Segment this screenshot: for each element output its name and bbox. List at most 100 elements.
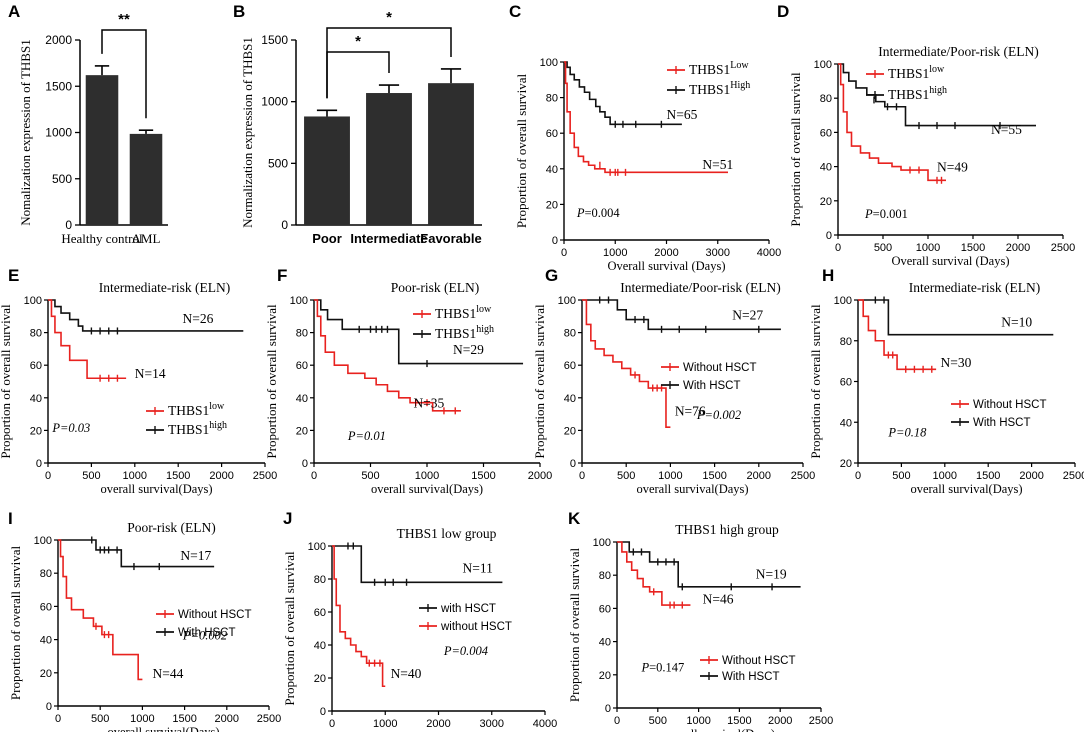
legend-label: with HSCT — [440, 603, 496, 615]
y-tick-label: 100 — [290, 295, 308, 307]
y-tick-label: 80 — [296, 328, 308, 340]
y-tick-label: 80 — [564, 328, 576, 340]
legend-label-base: With HSCT — [973, 417, 1031, 429]
n-count-label: N=76 — [675, 404, 706, 419]
p-value-number: =0.004 — [451, 644, 488, 658]
y-tick-label: 100 — [593, 537, 611, 549]
p-value-symbol: P — [696, 408, 705, 422]
legend-label: THBS1high — [888, 85, 947, 102]
panel-letter: B — [233, 2, 245, 21]
y-tick-label: 60 — [40, 601, 52, 613]
legend-label: THBS1low — [168, 401, 225, 418]
x-tick-label: 1500 — [727, 715, 751, 727]
y-tick-label: 500 — [52, 172, 72, 186]
p-value: P=0.004 — [443, 644, 488, 658]
y-axis-label: Normalization expression of THBS1 — [240, 37, 255, 228]
x-axis-label: overall survival(Days) — [663, 727, 775, 732]
survival-curve-black — [332, 545, 503, 584]
legend-label: With HSCT — [178, 627, 236, 639]
x-tick-label: 500 — [361, 470, 379, 482]
survival-curve-black — [48, 299, 244, 332]
n-count-label: N=29 — [453, 342, 484, 357]
p-value-number: =0.004 — [584, 206, 620, 220]
x-tick-label: 2500 — [257, 713, 281, 725]
y-tick-label: 1000 — [261, 95, 288, 109]
legend-label: Without HSCT — [722, 655, 796, 667]
panel-title: THBS1 low group — [397, 526, 497, 541]
y-tick-label: 40 — [546, 164, 558, 176]
y-tick-label: 80 — [30, 328, 42, 340]
x-tick-label: 0 — [311, 470, 317, 482]
y-tick-label: 100 — [834, 295, 852, 307]
x-category-label: Intermediate — [350, 231, 427, 246]
y-tick-label: 20 — [840, 458, 852, 470]
bar — [366, 93, 412, 226]
x-tick-label: 500 — [892, 470, 910, 482]
x-axis-label: overall survival(Days) — [636, 482, 748, 496]
legend-label: Without HSCT — [683, 362, 757, 374]
x-tick-label: 1500 — [976, 470, 1000, 482]
significance-stars: * — [355, 33, 361, 50]
x-axis-label: overall survival(Days) — [371, 482, 483, 496]
y-tick-label: 40 — [599, 637, 611, 649]
legend-label: With HSCT — [722, 671, 780, 683]
legend-label-base: with HSCT — [440, 603, 496, 615]
x-tick-label: 2000 — [528, 470, 552, 482]
p-value: P=0.147 — [640, 660, 684, 674]
x-tick-label: 2000 — [1019, 470, 1043, 482]
y-tick-label: 100 — [540, 57, 558, 69]
survival-curve-red — [48, 299, 127, 380]
y-tick-label: 60 — [30, 360, 42, 372]
x-axis-label: Overall survival (Days) — [607, 259, 725, 273]
x-tick-label: 1000 — [373, 718, 397, 730]
p-value-symbol: P — [443, 644, 452, 658]
y-tick-label: 1500 — [45, 79, 72, 93]
n-count-label: N=46 — [703, 591, 734, 606]
legend-label-sup: Low — [730, 60, 749, 71]
x-tick-label: 1000 — [603, 247, 627, 259]
y-tick-label: 0 — [46, 701, 52, 713]
x-tick-label: 2500 — [809, 715, 833, 727]
x-tick-label: 4000 — [757, 247, 781, 259]
legend-label-base: Without HSCT — [973, 399, 1047, 411]
y-tick-label: 1500 — [261, 33, 288, 47]
p-value: P=0.001 — [864, 207, 908, 221]
legend-label-base: With HSCT — [683, 380, 741, 392]
n-count-label: N=35 — [413, 396, 444, 411]
x-axis-label: overall survival(Days) — [910, 482, 1022, 496]
panel-letter: J — [283, 509, 292, 528]
legend-label-sup: low — [929, 64, 945, 75]
bar — [129, 133, 163, 225]
n-count-label: N=30 — [940, 355, 971, 370]
legend-label: Without HSCT — [973, 399, 1047, 411]
x-tick-label: 1500 — [961, 242, 985, 254]
significance-bracket — [326, 51, 390, 99]
p-value: P=0.18 — [887, 426, 927, 440]
survival-curve-red — [314, 299, 461, 412]
p-value-symbol: P — [640, 660, 649, 674]
y-tick-label: 60 — [564, 360, 576, 372]
x-tick-label: 2000 — [747, 470, 771, 482]
y-tick-label: 20 — [314, 673, 326, 685]
x-tick-label: 1000 — [123, 470, 147, 482]
legend-label: THBS1low — [435, 304, 492, 321]
x-tick-label: 2500 — [253, 470, 277, 482]
significance-bracket — [326, 27, 452, 99]
legend-label: THBS1Low — [689, 60, 749, 77]
y-tick-label: 40 — [40, 635, 52, 647]
survival-curve-red — [58, 539, 143, 681]
x-tick-label: 1500 — [166, 470, 190, 482]
panel-title: Intermediate-risk (ELN) — [99, 280, 231, 295]
x-axis-label: overall survival(Days) — [107, 725, 219, 732]
y-tick-label: 20 — [546, 199, 558, 211]
x-category-label: Favorable — [420, 231, 481, 246]
legend-label-sup: high — [929, 85, 947, 96]
y-axis-label: Proportion of overall survival — [8, 546, 23, 701]
y-tick-label: 0 — [65, 218, 72, 232]
y-tick-label: 60 — [314, 607, 326, 619]
x-tick-label: 2500 — [1063, 470, 1084, 482]
